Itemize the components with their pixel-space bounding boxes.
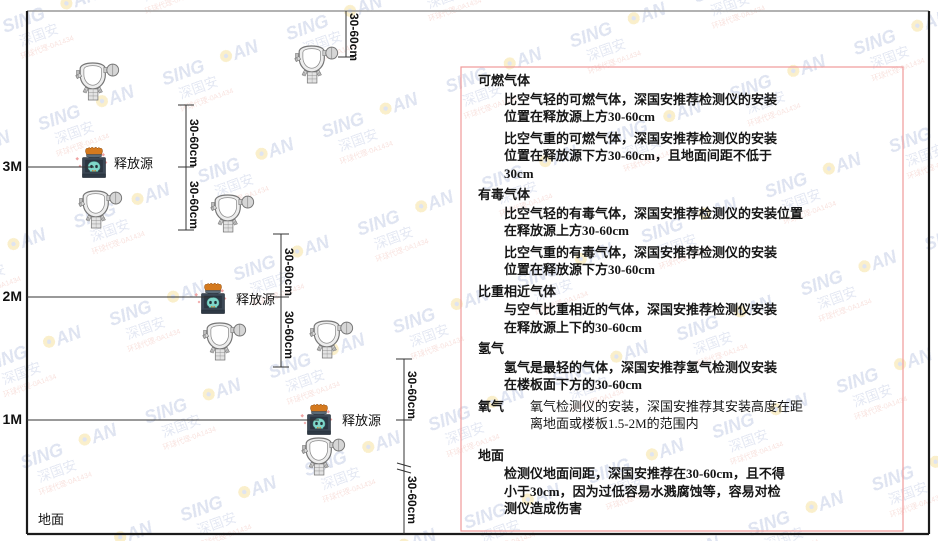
svg-text:30-60cm: 30-60cm	[187, 119, 201, 167]
svg-text:30-60cm: 30-60cm	[405, 476, 419, 524]
svg-text:30-60cm: 30-60cm	[187, 181, 201, 229]
svg-text:30-60cm: 30-60cm	[347, 13, 361, 61]
svg-text:1M: 1M	[3, 411, 22, 427]
svg-text:30-60cm: 30-60cm	[282, 311, 296, 359]
svg-text:释放源: 释放源	[114, 156, 153, 171]
svg-text:释放源: 释放源	[236, 292, 275, 307]
svg-text:30-60cm: 30-60cm	[282, 248, 296, 296]
svg-text:3M: 3M	[3, 158, 22, 174]
svg-text:30-60cm: 30-60cm	[405, 371, 419, 419]
svg-text:释放源: 释放源	[342, 413, 381, 428]
svg-text:2M: 2M	[3, 288, 22, 304]
svg-text:地面: 地面	[38, 512, 64, 527]
